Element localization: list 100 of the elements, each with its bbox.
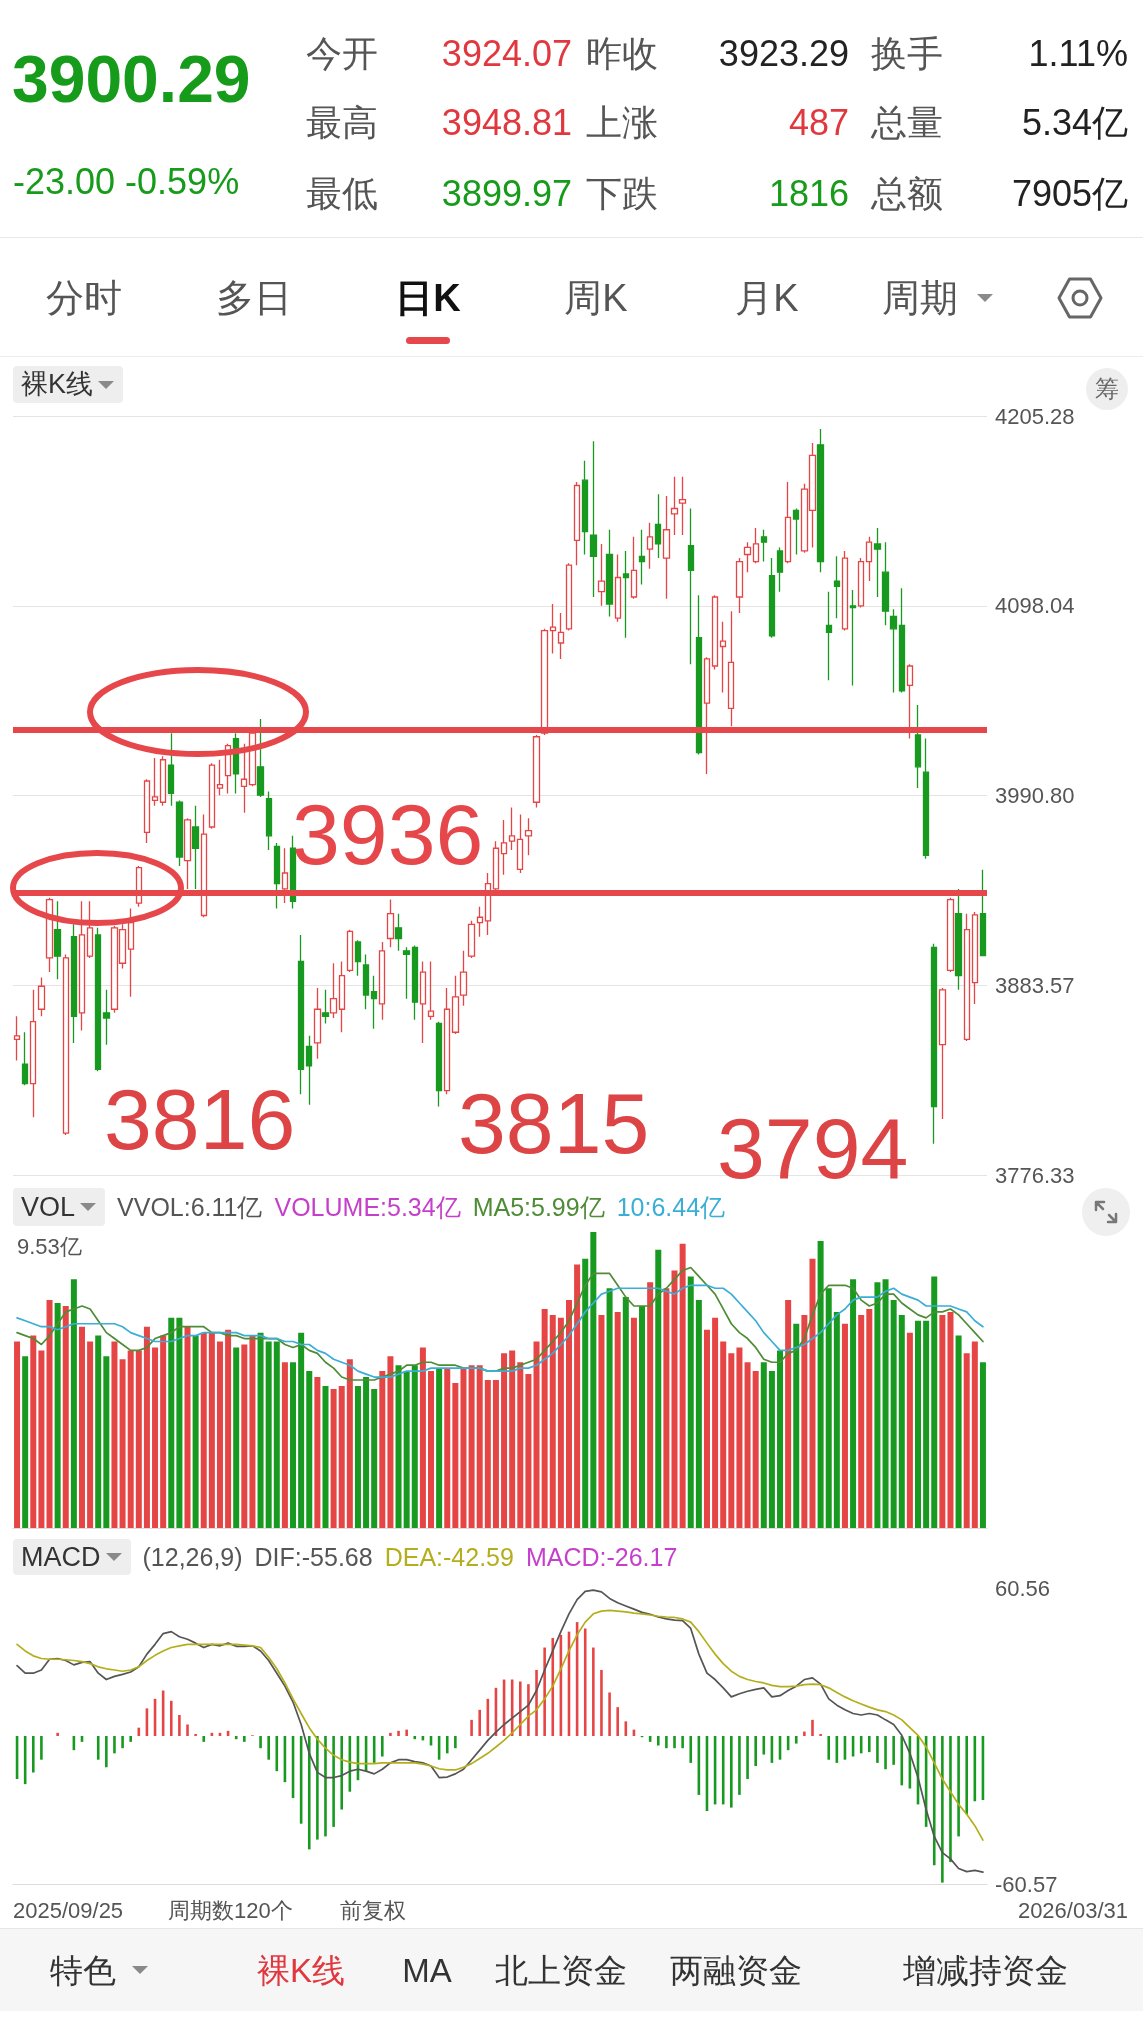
bar [363, 1377, 370, 1528]
bar [411, 1365, 418, 1528]
bar [281, 1362, 288, 1528]
bar [876, 1735, 879, 1763]
bar [460, 1368, 467, 1528]
text: -23.00 -0.59% [13, 161, 240, 202]
text: 分时 [46, 277, 122, 319]
candlestick [865, 536, 873, 582]
bar [939, 1314, 946, 1528]
bar [387, 1356, 394, 1528]
text: 上涨 [586, 102, 658, 143]
candlestick [305, 1035, 313, 1106]
candlestick [743, 541, 752, 573]
bar [307, 1735, 311, 1850]
bar [517, 1362, 524, 1528]
bar [841, 1323, 848, 1528]
candlestick [208, 762, 216, 830]
candlestick [654, 493, 662, 559]
bar [267, 1735, 270, 1760]
line-series [16, 1589, 984, 1873]
candlestick [873, 527, 882, 598]
bar [868, 1735, 871, 1753]
candlestick [557, 612, 565, 660]
bar [535, 1670, 538, 1736]
bar [655, 1249, 662, 1528]
bar [225, 1329, 232, 1528]
candlestick [86, 900, 94, 959]
candlestick [687, 507, 695, 665]
bar [200, 1332, 207, 1528]
bar [419, 1347, 426, 1528]
chart-subtitle: VVOL:6.11亿 [117, 1192, 263, 1221]
y-tick-label: 3883.57 [995, 972, 1075, 998]
y-tick-label: 3990.80 [995, 783, 1075, 809]
bar [866, 1308, 873, 1528]
text: 5.34亿 [1021, 102, 1128, 143]
bar [290, 1362, 297, 1528]
candlestick [419, 960, 427, 1044]
bar [436, 1368, 443, 1528]
bar [527, 1684, 530, 1736]
candlestick [143, 778, 151, 844]
candlestick [670, 476, 679, 536]
candlestick [784, 481, 792, 565]
text: 今开 [306, 33, 378, 74]
line-series [16, 1609, 984, 1841]
bar [906, 1332, 913, 1528]
bar [273, 1341, 280, 1528]
candlestick [711, 594, 719, 671]
bar [681, 1735, 684, 1749]
candlestick [273, 842, 281, 910]
chart-subtitle: (12,26,9) [142, 1542, 243, 1571]
bar [444, 1368, 451, 1528]
candlestick [500, 819, 508, 876]
candlestick [175, 799, 184, 867]
bar [395, 1365, 402, 1528]
text: 3948.81 [441, 102, 572, 143]
bar [103, 1356, 110, 1528]
text: 周期 [882, 277, 958, 319]
bar [963, 1353, 970, 1528]
bar [949, 1735, 952, 1863]
bar [143, 1326, 150, 1528]
candlestick [451, 974, 460, 1035]
candlestick [378, 941, 386, 1021]
y-tick-label: 3776.33 [995, 1162, 1075, 1188]
candlestick [167, 732, 175, 807]
text: VOLUME:5.34亿 [274, 1192, 461, 1221]
text: 前复权 [340, 1898, 406, 1923]
bar [955, 1335, 962, 1528]
bar [898, 1314, 905, 1528]
bar [663, 1288, 670, 1528]
text: 下跌 [586, 173, 658, 214]
candlestick [362, 953, 370, 1010]
bar [265, 1341, 272, 1528]
candlestick [889, 608, 898, 694]
bar [46, 1300, 53, 1528]
candlestick [354, 939, 362, 977]
candlestick [630, 536, 638, 600]
text: 3923.29 [718, 33, 849, 74]
bar [241, 1344, 248, 1528]
bar [338, 1385, 345, 1528]
bar [379, 1371, 386, 1528]
bar [695, 1300, 702, 1528]
candlestick [735, 557, 744, 614]
bar [890, 1300, 897, 1528]
candlestick [565, 562, 573, 632]
bar [679, 1243, 686, 1528]
candlestick [127, 907, 135, 998]
candlestick [78, 900, 86, 1032]
candlestick [29, 989, 37, 1118]
bar [389, 1732, 392, 1736]
bar [135, 1350, 142, 1528]
bar [322, 1385, 329, 1528]
bar [178, 1714, 181, 1736]
bar [777, 1350, 784, 1528]
bar [454, 1735, 457, 1749]
candlestick [678, 476, 687, 536]
candlestick [695, 594, 703, 756]
bar [809, 1258, 816, 1528]
bar [169, 1700, 173, 1736]
bar [518, 1681, 522, 1736]
annotation: 3815 [458, 1075, 650, 1171]
